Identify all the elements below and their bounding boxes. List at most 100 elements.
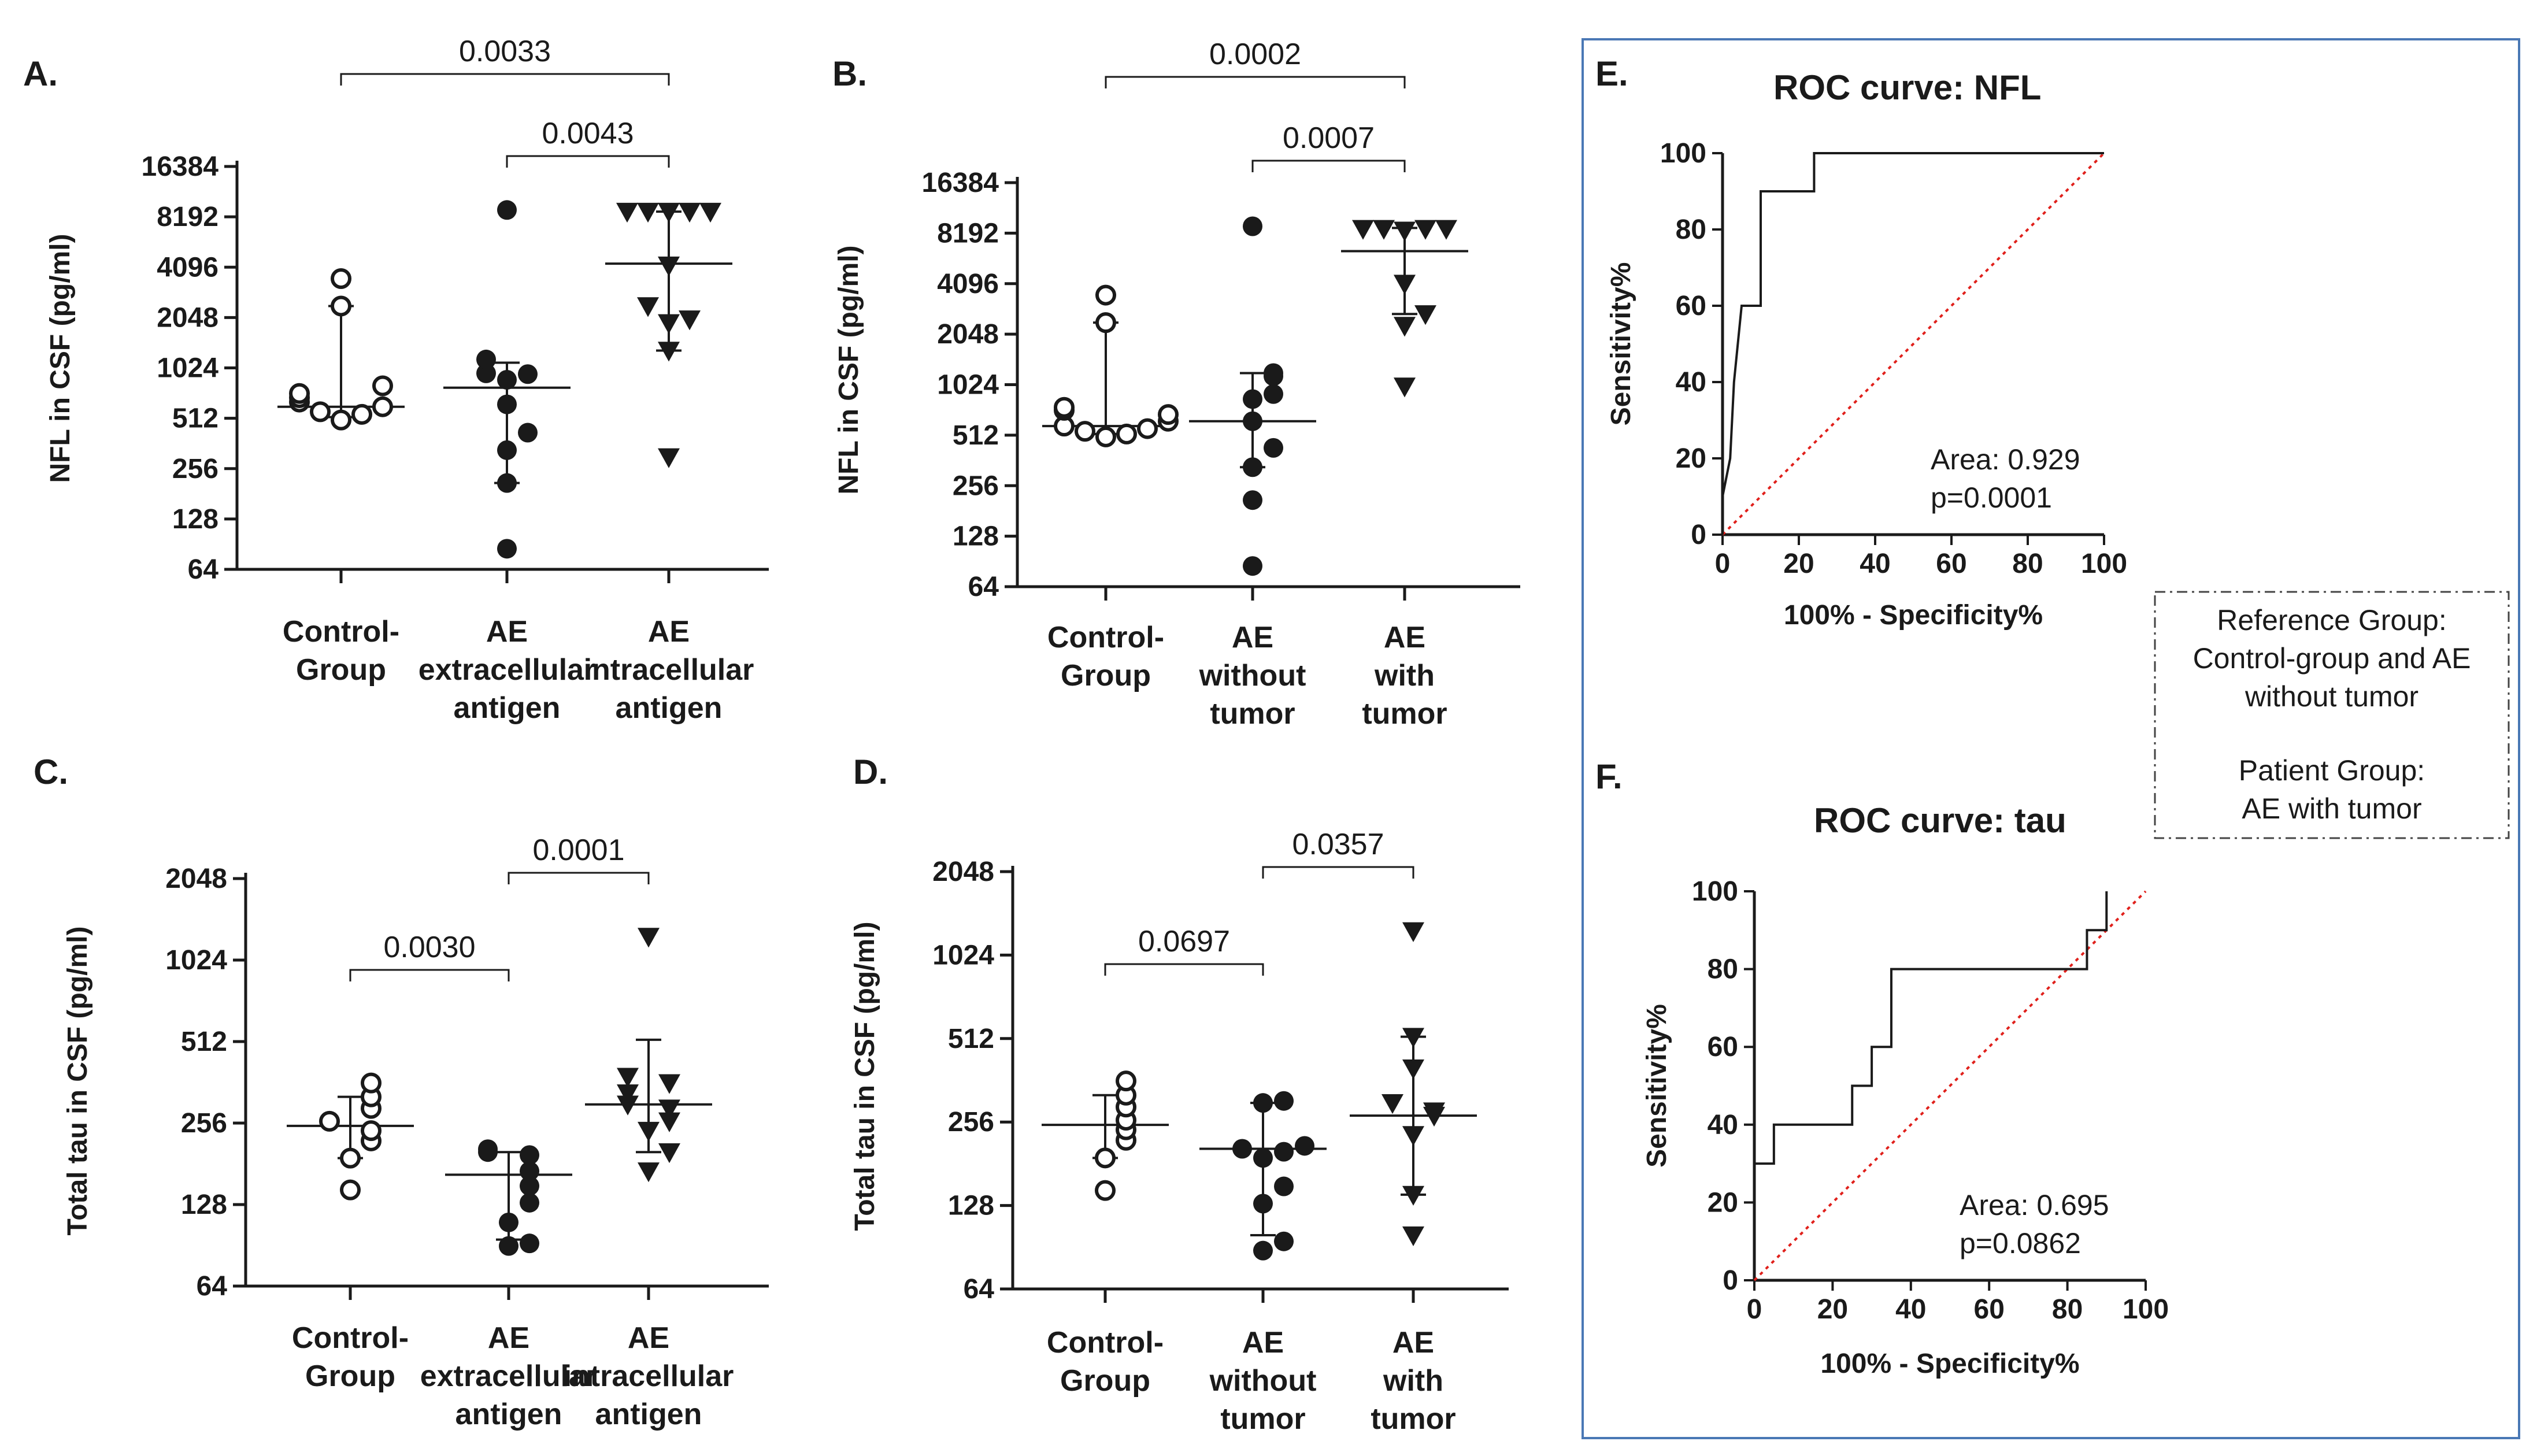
patient-line-1: AE with tumor — [2242, 792, 2421, 825]
panel-label-d: D. — [853, 753, 888, 791]
data-point-b — [1243, 411, 1262, 431]
data-point-c — [658, 1143, 680, 1164]
category-label-b: AE — [1232, 621, 1273, 654]
y-tick-label-a: 16384 — [142, 151, 219, 182]
roc-y-tick-label-f: 80 — [1708, 954, 1738, 985]
category-label-a: Group — [296, 653, 386, 687]
data-point-a — [699, 202, 721, 223]
data-point-c — [499, 1236, 518, 1256]
data-point-b — [1158, 404, 1179, 425]
y-tick-label-a: 4096 — [157, 252, 218, 283]
category-label-a: AE — [486, 615, 528, 649]
data-point-d — [1402, 1126, 1424, 1146]
roc-y-tick-label-f: 0 — [1723, 1265, 1738, 1296]
category-label-d: Control- — [1047, 1326, 1164, 1359]
y-tick-label-b: 2048 — [937, 319, 999, 350]
roc-x-tick-label-e: 0 — [1715, 549, 1731, 579]
significance-bracket-c — [508, 872, 650, 884]
data-point-a — [497, 473, 517, 493]
data-point-b — [1137, 418, 1158, 439]
roc-x-tick-label-f: 60 — [1974, 1294, 2005, 1325]
y-tick-label-a: 2048 — [157, 302, 218, 333]
data-point-d — [1274, 1142, 1294, 1162]
y-tick-label-c: 512 — [181, 1027, 227, 1057]
panel-label-c: C. — [34, 753, 68, 791]
data-point-b — [1243, 457, 1262, 477]
roc-x-tick-label-f: 100 — [2123, 1294, 2169, 1325]
data-point-d — [1253, 1093, 1273, 1113]
roc-title-tau: ROC curve: tau — [1814, 801, 2066, 840]
roc-y-axis-label-e: Sensitivity% — [1606, 262, 1636, 426]
category-label-c: extracellular — [420, 1359, 597, 1393]
data-point-a — [331, 409, 351, 431]
data-point-a — [616, 202, 638, 223]
category-label-a: Control- — [283, 615, 399, 649]
data-point-d — [1253, 1194, 1273, 1214]
p-value-label-c: 0.0001 — [532, 833, 624, 867]
category-label-a: antigen — [454, 691, 561, 725]
data-point-d — [1095, 1180, 1116, 1201]
data-point-d — [1232, 1139, 1252, 1159]
significance-bracket-d — [1262, 866, 1414, 879]
data-point-d — [1253, 1148, 1273, 1168]
reference-line-1: Control-group and AE — [2193, 642, 2471, 675]
data-point-a — [476, 349, 496, 369]
roc-y-tick-label-e: 80 — [1676, 214, 1706, 245]
data-point-a — [658, 256, 680, 277]
data-point-c — [319, 1110, 340, 1132]
y-tick-label-d: 1024 — [932, 940, 994, 970]
y-tick-label-b: 1024 — [937, 370, 999, 401]
data-point-b — [1264, 363, 1283, 383]
category-label-d: AE — [1242, 1326, 1284, 1359]
data-point-c — [658, 1099, 680, 1120]
data-point-d — [1095, 1147, 1116, 1169]
data-point-c — [617, 1095, 639, 1116]
data-point-c — [520, 1176, 539, 1196]
y-tick-label-a: 64 — [188, 554, 219, 585]
p-value-label-c: 0.0030 — [383, 931, 475, 964]
data-point-b — [1394, 221, 1416, 242]
y-tick-label-a: 128 — [172, 504, 218, 535]
y-tick-label-a: 1024 — [157, 353, 218, 384]
y-tick-label-c: 64 — [197, 1271, 228, 1302]
data-point-d — [1295, 1136, 1314, 1156]
data-point-a — [658, 342, 680, 362]
category-label-b: AE — [1384, 621, 1425, 654]
y-tick-label-c: 256 — [181, 1108, 227, 1139]
reference-title: Reference Group: — [2217, 604, 2446, 636]
patient-title: Patient Group: — [2239, 754, 2425, 787]
category-label-c: Control- — [292, 1321, 409, 1355]
data-point-c — [658, 1112, 680, 1132]
y-tick-label-b: 512 — [953, 420, 999, 451]
data-point-c — [520, 1161, 539, 1181]
category-label-a: antigen — [616, 691, 723, 725]
roc-x-tick-label-e: 40 — [1860, 549, 1890, 579]
roc-x-axis-label-e: 100% - Specificity% — [1784, 600, 2043, 631]
category-label-c: Group — [305, 1359, 395, 1393]
category-label-a: extracellular — [418, 653, 595, 687]
roc-p-text-e: p=0.0001 — [1931, 481, 2052, 514]
data-point-b — [1394, 275, 1416, 295]
data-point-a — [497, 539, 517, 559]
category-label-d: AE — [1392, 1326, 1434, 1359]
data-point-b — [1095, 426, 1116, 447]
data-point-c — [499, 1212, 518, 1232]
y-tick-label-b: 256 — [953, 470, 999, 501]
data-point-b — [1264, 384, 1283, 404]
data-point-d — [1274, 1176, 1294, 1196]
significance-bracket-b — [1251, 160, 1406, 172]
roc-reference-line-e — [1721, 152, 2105, 536]
data-point-d — [1402, 1226, 1424, 1247]
significance-bracket-d — [1104, 963, 1264, 976]
roc-y-tick-label-e: 60 — [1676, 291, 1706, 321]
y-axis-label-d: Total tau in CSF (pg/ml) — [850, 921, 880, 1231]
significance-bracket-a — [506, 155, 670, 168]
data-point-c — [340, 1147, 361, 1169]
data-point-b — [1054, 397, 1075, 418]
roc-y-tick-label-e: 0 — [1691, 520, 1706, 550]
data-point-c — [658, 1074, 680, 1094]
roc-title-nfl: ROC curve: NFL — [1773, 68, 2041, 107]
data-point-c — [520, 1233, 539, 1254]
data-point-b — [1116, 423, 1137, 444]
y-tick-label-c: 2048 — [165, 864, 227, 894]
